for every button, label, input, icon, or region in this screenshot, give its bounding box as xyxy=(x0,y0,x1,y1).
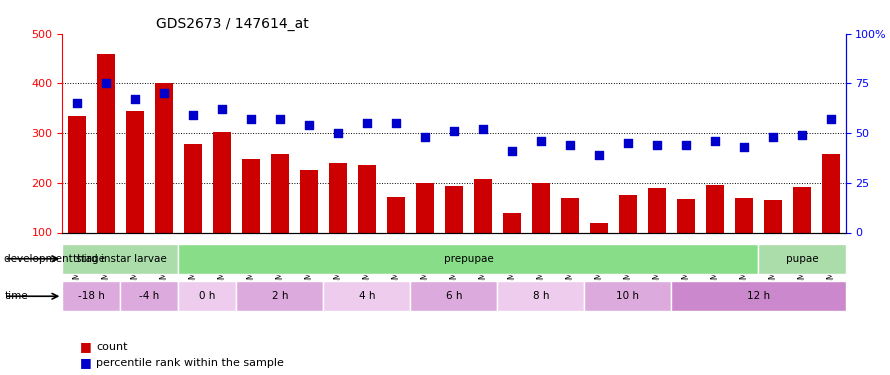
Text: -18 h: -18 h xyxy=(77,291,105,301)
FancyBboxPatch shape xyxy=(237,281,323,311)
FancyBboxPatch shape xyxy=(671,281,846,311)
Text: 4 h: 4 h xyxy=(359,291,375,301)
Point xyxy=(331,130,345,136)
Bar xyxy=(271,154,288,232)
Bar xyxy=(707,185,724,232)
Point xyxy=(679,142,693,148)
FancyBboxPatch shape xyxy=(178,244,758,274)
Point xyxy=(99,81,113,87)
Text: percentile rank within the sample: percentile rank within the sample xyxy=(96,358,284,368)
Point xyxy=(389,120,403,126)
Bar xyxy=(765,200,781,232)
Point xyxy=(360,120,374,126)
Bar xyxy=(358,165,376,232)
Text: third instar larvae: third instar larvae xyxy=(74,254,167,264)
Text: ■: ■ xyxy=(80,340,92,353)
Text: ■: ■ xyxy=(80,356,92,369)
Text: 8 h: 8 h xyxy=(533,291,549,301)
Point xyxy=(562,142,577,148)
Text: development stage: development stage xyxy=(4,255,105,264)
Bar xyxy=(474,179,491,232)
Bar xyxy=(648,188,666,232)
FancyBboxPatch shape xyxy=(758,244,846,274)
Text: GDS2673 / 147614_at: GDS2673 / 147614_at xyxy=(157,17,309,32)
Text: count: count xyxy=(96,342,127,352)
Text: prepupae: prepupae xyxy=(443,254,493,264)
Bar xyxy=(126,111,143,232)
Bar xyxy=(155,84,173,232)
Bar xyxy=(793,187,811,232)
FancyBboxPatch shape xyxy=(120,281,178,311)
Point xyxy=(447,128,461,134)
FancyBboxPatch shape xyxy=(410,281,498,311)
Bar xyxy=(503,213,521,232)
Text: 0 h: 0 h xyxy=(199,291,215,301)
Point xyxy=(592,152,606,158)
Bar xyxy=(213,132,231,232)
FancyBboxPatch shape xyxy=(323,281,410,311)
Bar xyxy=(97,54,115,232)
Point xyxy=(621,140,635,146)
Bar xyxy=(69,116,85,232)
FancyBboxPatch shape xyxy=(62,281,120,311)
Point xyxy=(766,134,781,140)
Bar xyxy=(619,195,636,232)
Point xyxy=(272,116,287,122)
Bar xyxy=(300,170,318,232)
Point xyxy=(708,138,722,144)
Point xyxy=(417,134,432,140)
Bar xyxy=(417,183,433,232)
Text: -4 h: -4 h xyxy=(139,291,159,301)
Point xyxy=(737,144,751,150)
Point xyxy=(302,122,316,128)
Text: 2 h: 2 h xyxy=(271,291,288,301)
Bar xyxy=(184,144,201,232)
Point xyxy=(824,116,838,122)
Bar xyxy=(329,163,346,232)
Bar xyxy=(242,159,260,232)
FancyBboxPatch shape xyxy=(62,244,178,274)
Bar xyxy=(387,197,405,232)
Point xyxy=(650,142,664,148)
Point xyxy=(795,132,809,138)
Point xyxy=(69,100,84,106)
Point xyxy=(244,116,258,122)
Text: 10 h: 10 h xyxy=(617,291,639,301)
FancyBboxPatch shape xyxy=(585,281,671,311)
Text: 6 h: 6 h xyxy=(446,291,462,301)
Bar xyxy=(445,186,463,232)
Text: time: time xyxy=(4,291,28,301)
Text: 12 h: 12 h xyxy=(747,291,770,301)
Point xyxy=(157,90,171,96)
FancyBboxPatch shape xyxy=(178,281,237,311)
Point xyxy=(476,126,490,132)
Bar xyxy=(590,223,608,232)
Bar xyxy=(735,198,753,232)
Bar xyxy=(562,198,578,232)
Point xyxy=(214,106,229,112)
Text: pupae: pupae xyxy=(786,254,818,264)
Point xyxy=(505,148,519,154)
Point xyxy=(127,96,142,102)
Point xyxy=(186,112,200,118)
Bar xyxy=(677,199,695,232)
Bar xyxy=(822,154,839,232)
Bar xyxy=(532,183,550,232)
FancyBboxPatch shape xyxy=(498,281,585,311)
Point xyxy=(534,138,548,144)
